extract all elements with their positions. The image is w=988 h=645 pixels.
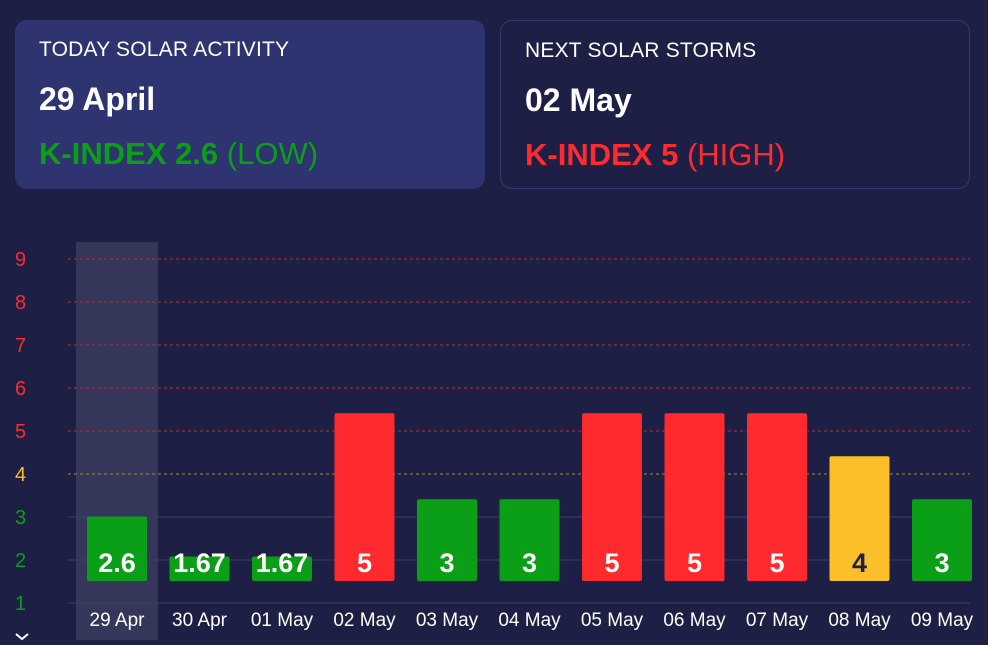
y-tick-label: 8 [15,292,26,314]
y-tick-label: 1 [15,593,26,615]
x-tick-label: 07 May [746,610,809,631]
x-tick-label: 02 May [333,610,396,631]
x-tick-label: 04 May [498,610,561,631]
bar [252,556,312,581]
bar [169,556,230,581]
y-tick-label: 9 [15,249,26,271]
today-kindex: K-INDEX 2.6 (LOW) [39,136,318,172]
bar-value-label: 1.67 [173,548,226,578]
x-tick-label: 09 May [911,610,974,631]
y-tick-label: 5 [15,421,26,443]
bar-value-label: 2.6 [98,548,136,578]
x-tick-label: 03 May [416,610,479,631]
chevron-down-icon[interactable] [13,626,31,641]
today-date: 29 April [39,81,156,117]
bar-value-label: 4 [852,548,867,578]
y-tick-label: 4 [15,464,26,486]
next-kindex-level: (HIGH) [686,137,786,172]
bar-value-label: 5 [357,548,372,578]
next-storms-card: NEXT SOLAR STORMS 02 May K-INDEX 5 (HIGH… [500,20,970,189]
today-kindex-level: (LOW) [226,136,319,171]
today-card-label: TODAY SOLAR ACTIVITY [39,38,290,61]
x-tick-label: 08 May [828,610,891,631]
bar [87,516,147,581]
x-tick-label: 05 May [581,610,644,631]
next-date: 02 May [525,82,632,118]
bar-value-label: 5 [687,548,702,578]
x-tick-label: 29 Apr [90,610,146,631]
bar [499,499,560,581]
y-tick-label: 6 [15,378,26,400]
x-tick-label: 01 May [251,610,314,631]
next-kindex: K-INDEX 5 (HIGH) [525,137,785,173]
bar [334,413,395,581]
bar [664,413,725,581]
bar-value-label: 1.67 [256,548,309,578]
next-kindex-value: K-INDEX 5 [525,137,679,172]
x-tick-label: 30 Apr [172,610,228,631]
y-tick-label: 7 [15,335,26,357]
next-card-label: NEXT SOLAR STORMS [525,39,757,62]
bar [417,499,477,581]
y-tick-label: 3 [15,507,26,529]
bar-value-label: 3 [934,548,949,578]
x-tick-label: 06 May [663,610,726,631]
bar [582,413,642,581]
today-activity-card: TODAY SOLAR ACTIVITY 29 April K-INDEX 2.… [15,20,485,189]
bar-value-label: 3 [522,548,537,578]
y-tick-label: 2 [15,550,26,572]
bar [912,499,972,581]
bar-value-label: 3 [439,548,454,578]
bar-value-label: 5 [604,548,619,578]
today-kindex-value: K-INDEX 2.6 [39,136,219,171]
bar [829,456,890,581]
bar-value-label: 5 [769,548,784,578]
bar [747,413,807,581]
